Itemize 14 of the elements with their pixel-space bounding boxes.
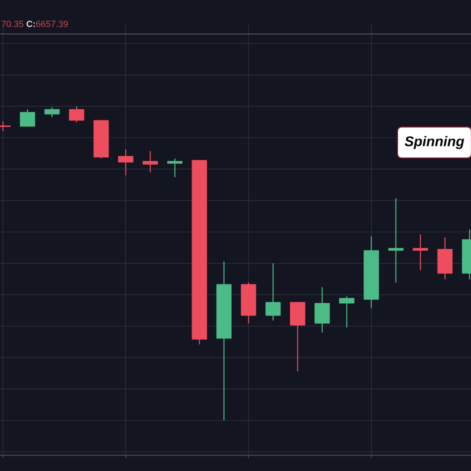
candlestick bbox=[142, 150, 158, 173]
text: 70.35 C:6657.39 bbox=[2, 20, 68, 28]
annotation: Spinning bbox=[404, 136, 464, 150]
candlestick bbox=[118, 148, 134, 176]
candlestick bbox=[20, 108, 36, 127]
candlestick bbox=[314, 286, 330, 333]
candlestick bbox=[44, 106, 60, 118]
candlestick bbox=[290, 302, 306, 372]
candlestick bbox=[388, 198, 404, 284]
candlestick bbox=[167, 158, 182, 178]
candlestick bbox=[69, 106, 84, 123]
candlestick bbox=[412, 234, 428, 271]
candlestick bbox=[265, 262, 281, 322]
candlestick bbox=[339, 296, 354, 328]
